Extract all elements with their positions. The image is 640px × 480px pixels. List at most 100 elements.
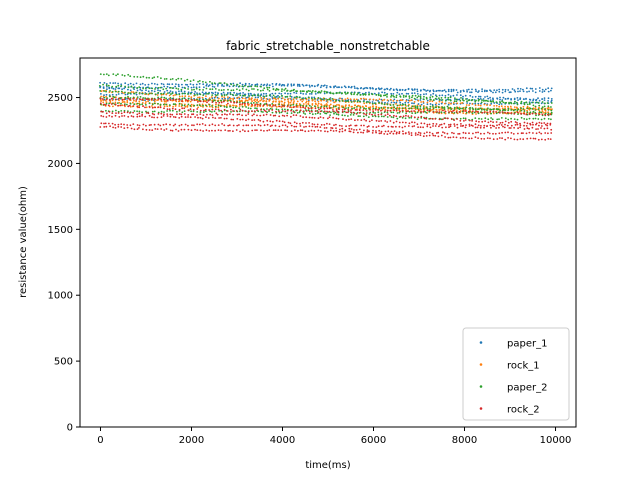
data-point-rock_1 bbox=[111, 99, 114, 102]
data-point-paper_1 bbox=[221, 85, 223, 87]
data-point-paper_1 bbox=[528, 90, 530, 93]
data-point-rock_2 bbox=[99, 102, 102, 105]
data-point-rock_2 bbox=[378, 129, 381, 132]
data-point-paper_2 bbox=[347, 106, 350, 109]
data-point-paper_1 bbox=[174, 85, 177, 88]
data-point-rock_2 bbox=[407, 131, 410, 134]
data-point-paper_1 bbox=[509, 91, 512, 94]
data-point-rock_2 bbox=[177, 130, 180, 132]
data-point-rock_2 bbox=[477, 137, 479, 140]
data-point-rock_2 bbox=[281, 124, 284, 127]
data-point-paper_2 bbox=[523, 110, 526, 112]
data-point-paper_1 bbox=[139, 88, 142, 91]
data-point-paper_2 bbox=[139, 96, 142, 98]
chart-title: fabric_stretchable_nonstretchable bbox=[226, 39, 430, 53]
data-point-rock_2 bbox=[516, 123, 519, 126]
data-point-paper_2 bbox=[190, 110, 193, 113]
data-point-rock_2 bbox=[217, 124, 220, 126]
data-point-paper_1 bbox=[147, 86, 149, 89]
data-point-rock_2 bbox=[442, 131, 444, 134]
data-point-rock_2 bbox=[286, 109, 289, 112]
data-point-paper_1 bbox=[206, 83, 208, 85]
data-point-rock_2 bbox=[290, 130, 293, 133]
data-point-paper_1 bbox=[319, 86, 322, 89]
data-point-paper_2 bbox=[227, 88, 229, 91]
data-point-paper_2 bbox=[108, 95, 111, 98]
data-point-rock_2 bbox=[337, 117, 340, 120]
data-point-paper_1 bbox=[513, 89, 516, 91]
data-point-paper_2 bbox=[438, 97, 440, 100]
data-point-paper_2 bbox=[268, 90, 271, 92]
data-point-paper_2 bbox=[209, 110, 212, 113]
data-point-paper_1 bbox=[502, 96, 505, 99]
data-point-paper_1 bbox=[194, 91, 197, 93]
data-point-paper_1 bbox=[175, 83, 177, 85]
data-point-paper_2 bbox=[238, 107, 241, 110]
data-point-rock_2 bbox=[404, 125, 406, 128]
data-point-rock_2 bbox=[440, 123, 443, 126]
data-point-paper_1 bbox=[266, 83, 269, 86]
data-point-rock_1 bbox=[296, 100, 299, 103]
data-point-paper_2 bbox=[393, 96, 395, 98]
data-point-paper_1 bbox=[108, 87, 111, 90]
data-point-rock_2 bbox=[303, 126, 305, 128]
data-point-rock_2 bbox=[132, 97, 135, 100]
data-point-rock_2 bbox=[166, 113, 169, 115]
data-point-paper_1 bbox=[124, 93, 127, 96]
data-point-rock_2 bbox=[501, 121, 504, 124]
data-point-paper_2 bbox=[520, 100, 523, 103]
data-point-paper_2 bbox=[252, 102, 255, 104]
data-point-rock_2 bbox=[384, 110, 386, 112]
data-point-paper_2 bbox=[359, 106, 362, 109]
data-point-paper_2 bbox=[111, 110, 114, 113]
data-point-rock_2 bbox=[130, 115, 133, 117]
data-point-rock_1 bbox=[504, 105, 506, 108]
data-point-rock_1 bbox=[452, 102, 455, 104]
data-point-paper_1 bbox=[392, 89, 395, 91]
data-point-rock_2 bbox=[501, 111, 504, 113]
data-point-rock_2 bbox=[201, 117, 204, 120]
data-point-paper_2 bbox=[124, 91, 126, 94]
data-point-rock_2 bbox=[110, 103, 113, 105]
data-point-rock_2 bbox=[462, 110, 465, 112]
data-point-rock_2 bbox=[537, 128, 539, 130]
data-point-paper_1 bbox=[508, 91, 511, 94]
data-point-paper_2 bbox=[295, 104, 298, 107]
data-point-rock_1 bbox=[389, 98, 392, 101]
data-point-paper_2 bbox=[127, 92, 129, 94]
data-point-rock_2 bbox=[242, 124, 245, 127]
data-point-paper_2 bbox=[266, 108, 268, 110]
data-point-rock_1 bbox=[184, 95, 187, 98]
data-point-rock_2 bbox=[404, 121, 407, 124]
data-point-rock_2 bbox=[299, 122, 301, 125]
data-point-rock_2 bbox=[292, 110, 295, 113]
data-point-rock_2 bbox=[432, 134, 435, 137]
data-point-rock_2 bbox=[445, 126, 447, 129]
data-point-paper_2 bbox=[367, 101, 370, 103]
data-point-rock_1 bbox=[401, 99, 404, 101]
data-point-rock_1 bbox=[338, 104, 341, 107]
data-point-rock_2 bbox=[535, 123, 537, 126]
data-point-rock_2 bbox=[194, 128, 196, 131]
data-point-rock_1 bbox=[408, 99, 411, 102]
data-point-paper_1 bbox=[102, 87, 105, 89]
data-point-rock_2 bbox=[523, 112, 525, 115]
data-point-paper_2 bbox=[174, 103, 177, 105]
data-point-paper_2 bbox=[383, 103, 386, 106]
data-point-paper_2 bbox=[296, 96, 299, 98]
data-point-paper_2 bbox=[414, 105, 417, 107]
data-point-paper_1 bbox=[198, 86, 201, 88]
data-point-rock_1 bbox=[190, 103, 193, 106]
data-point-rock_1 bbox=[274, 97, 276, 100]
data-point-rock_2 bbox=[174, 99, 177, 101]
data-point-paper_2 bbox=[192, 110, 195, 113]
data-point-rock_2 bbox=[132, 105, 135, 107]
data-point-paper_2 bbox=[111, 90, 114, 93]
data-point-rock_2 bbox=[247, 130, 250, 133]
data-point-rock_1 bbox=[462, 112, 465, 114]
data-point-paper_1 bbox=[217, 92, 220, 95]
data-point-rock_2 bbox=[341, 110, 344, 113]
data-point-paper_2 bbox=[386, 111, 389, 114]
data-point-paper_2 bbox=[535, 101, 538, 104]
data-point-rock_2 bbox=[114, 114, 117, 117]
